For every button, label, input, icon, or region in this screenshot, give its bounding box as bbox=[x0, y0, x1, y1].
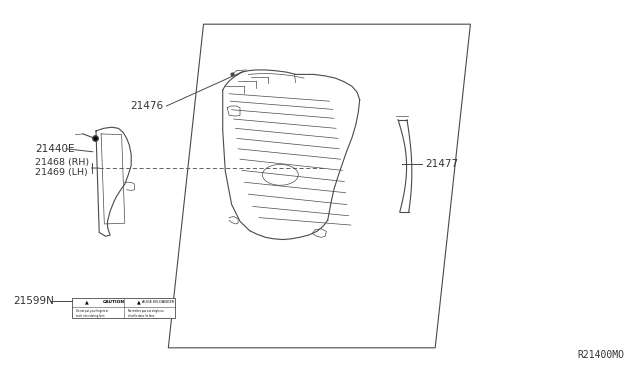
Text: 21599N: 21599N bbox=[13, 296, 54, 305]
Text: 21476: 21476 bbox=[130, 101, 163, 111]
Text: CAUTION: CAUTION bbox=[103, 300, 125, 304]
Text: ▲: ▲ bbox=[85, 300, 89, 305]
Text: AUGE EN DANGER: AUGE EN DANGER bbox=[142, 300, 175, 304]
Text: ▲: ▲ bbox=[137, 300, 141, 305]
Text: 21468 (RH): 21468 (RH) bbox=[35, 158, 90, 167]
Bar bbox=[72, 298, 175, 318]
Text: Ne mettez pas vos doigts ou
d'outils dans les fans.: Ne mettez pas vos doigts ou d'outils dan… bbox=[127, 309, 163, 318]
Text: 21440E: 21440E bbox=[35, 144, 75, 154]
Text: 21477: 21477 bbox=[426, 159, 459, 169]
Text: 21469 (LH): 21469 (LH) bbox=[35, 169, 88, 177]
Text: R21400MO: R21400MO bbox=[577, 350, 624, 360]
Text: Do not put your fingers or
tools into rotating fans.: Do not put your fingers or tools into ro… bbox=[76, 309, 108, 318]
